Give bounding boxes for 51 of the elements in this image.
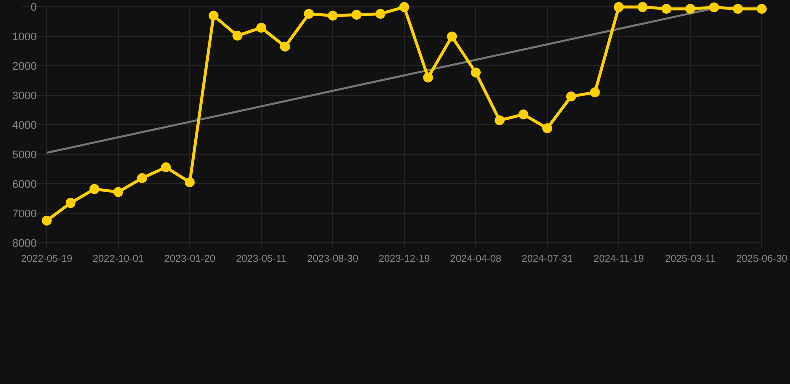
y-tick-label: 8000 [12,238,37,250]
point [447,32,458,42]
x-tick-label: 2023-12-19 [378,254,431,265]
y-tick-label: 7000 [12,208,37,220]
point [494,116,505,126]
point [376,9,386,20]
x-tick-label: 2024-11-19 [594,254,645,265]
point [423,72,434,83]
point [590,88,600,98]
y-tick-label: 3000 [12,90,37,102]
x-tick-label: 2023-05-11 [236,254,288,265]
point [90,184,100,194]
x-tick-label: 2025-06-30 [736,254,788,265]
point [137,173,148,184]
point [400,2,410,12]
y-tick-label: 5000 [12,150,37,162]
x-tick-label: 2023-08-30 [307,254,360,265]
point [566,92,576,102]
point [304,9,314,20]
x-tick-label: 2024-04-08 [450,254,502,265]
y-tick-label: 4000 [12,120,37,132]
point [280,42,290,52]
x-tick-label: 2024-07-31 [522,254,574,265]
x-tick-label: 2025-03-11 [665,254,716,265]
point [352,10,362,20]
point [328,10,338,21]
point [614,2,624,12]
point [542,124,552,134]
point [471,68,481,78]
x-tick-label: 2022-10-01 [92,254,145,265]
point [161,162,172,172]
point [518,110,529,120]
point [185,178,195,188]
y-tick-label: 6000 [12,179,37,191]
point [662,4,672,14]
x-tick-label: 2023-01-20 [164,254,216,265]
point [114,187,124,198]
y-tick-label: 1000 [12,32,37,44]
point [686,4,696,14]
point [232,30,243,41]
x-tick-label: 2022-05-19 [21,254,74,265]
point [638,2,648,12]
point [208,10,219,21]
point [757,4,767,14]
point [66,198,76,208]
y-tick-label: 0 [30,2,37,14]
y-tick-label: 2000 [12,61,37,73]
point [256,22,266,33]
point [733,4,744,14]
point [42,216,52,226]
point [709,2,720,13]
